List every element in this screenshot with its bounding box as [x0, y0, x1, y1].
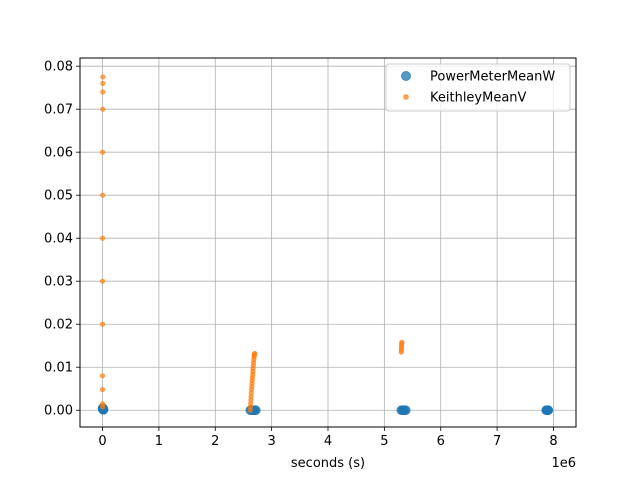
series-keithleymeanv: [99, 74, 405, 413]
data-point-keithleymeanv-6: [100, 106, 106, 112]
series-layer: [97, 74, 554, 416]
data-point-keithleymeanv-10: [99, 386, 106, 393]
data-point-keithleymeanv-7: [100, 89, 106, 95]
y-tick-label-6: 0.06: [44, 146, 73, 161]
y-tick-label-0: 0.00: [44, 404, 73, 419]
x-axis-label: seconds (s): [291, 456, 365, 471]
data-point-powermetermeanw-21: [543, 405, 554, 416]
x-tick-label-5: 5: [380, 434, 388, 449]
data-point-keithleymeanv-3: [99, 235, 106, 241]
legend-marker-keithleymeanv: [403, 94, 409, 100]
legend-label-powermetermeanw: PowerMeterMeanW: [430, 70, 555, 85]
data-point-keithleymeanv-8: [100, 80, 106, 86]
grid-layer: [80, 58, 576, 427]
legend-box: [385, 63, 571, 112]
y-tick-label-3: 0.03: [44, 275, 73, 290]
x-tick-label-3: 3: [267, 434, 275, 449]
legend: PowerMeterMeanW KeithleyMeanV: [385, 63, 571, 112]
y-tick-label-2: 0.02: [44, 318, 73, 333]
x-axis-offset-label: 1e6: [551, 456, 576, 471]
y-tick-label-1: 0.01: [44, 361, 73, 376]
data-point-keithleymeanv-0: [99, 373, 106, 379]
y-tick-label-8: 0.08: [44, 60, 73, 75]
data-point-powermetermeanw-16: [400, 405, 411, 416]
data-point-keithleymeanv-2: [99, 278, 106, 284]
data-point-keithleymeanv-5: [100, 149, 106, 155]
y-tick-label-7: 0.07: [44, 103, 73, 118]
data-point-keithleymeanv-39: [399, 339, 405, 345]
data-point-keithleymeanv-33: [252, 350, 258, 357]
x-tick-label-4: 4: [324, 434, 332, 449]
y-tick-label-5: 0.05: [44, 189, 73, 204]
x-tick-label-2: 2: [211, 434, 219, 449]
tick-layer: 0 1 2 3 4 5 6 7 8 0.00 0.01 0.02 0.03 0.04 0.05 0.06 0.0…: [44, 60, 558, 449]
legend-label-keithleymeanv: KeithleyMeanV: [430, 91, 527, 106]
y-tick-label-4: 0.04: [44, 232, 73, 247]
data-point-keithleymeanv-9: [100, 74, 106, 80]
x-tick-label-0: 0: [98, 434, 106, 449]
data-point-keithleymeanv-4: [100, 192, 106, 198]
x-tick-label-1: 1: [155, 434, 163, 449]
legend-marker-powermetermeanw: [401, 71, 411, 81]
x-tick-label-6: 6: [437, 434, 445, 449]
x-tick-label-7: 7: [493, 434, 501, 449]
x-tick-label-8: 8: [549, 434, 557, 449]
data-point-keithleymeanv-1: [99, 321, 106, 327]
data-point-keithleymeanv-12: [100, 401, 106, 407]
